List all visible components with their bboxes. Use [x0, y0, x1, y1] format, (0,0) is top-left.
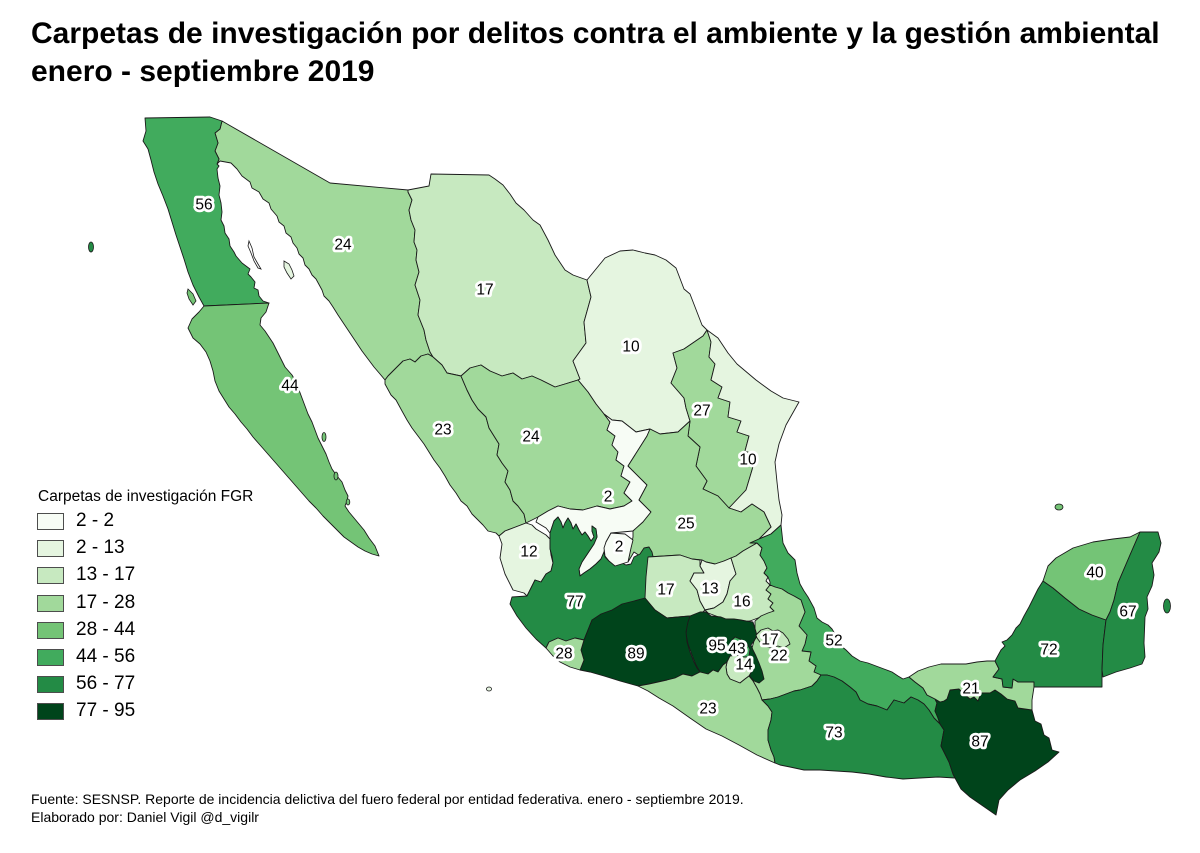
svg-text:17: 17 — [476, 282, 493, 299]
svg-text:24: 24 — [334, 237, 352, 254]
svg-text:23: 23 — [434, 422, 451, 439]
svg-text:10: 10 — [739, 452, 757, 469]
svg-text:28: 28 — [555, 646, 572, 663]
svg-text:16: 16 — [733, 594, 750, 611]
svg-text:89: 89 — [627, 646, 644, 663]
svg-text:95: 95 — [708, 638, 725, 655]
svg-text:17: 17 — [657, 582, 674, 599]
svg-text:44: 44 — [281, 378, 299, 395]
svg-text:72: 72 — [1040, 642, 1057, 659]
svg-text:10: 10 — [739, 452, 757, 469]
svg-text:25: 25 — [677, 516, 694, 533]
svg-text:24: 24 — [522, 429, 540, 446]
svg-text:27: 27 — [693, 403, 710, 420]
svg-text:17: 17 — [476, 282, 493, 299]
svg-text:72: 72 — [1040, 642, 1057, 659]
svg-text:21: 21 — [962, 681, 979, 698]
svg-text:10: 10 — [622, 339, 640, 356]
svg-text:22: 22 — [770, 648, 787, 665]
svg-text:2: 2 — [604, 489, 613, 506]
svg-text:2: 2 — [615, 539, 624, 556]
svg-text:67: 67 — [1119, 604, 1136, 621]
svg-text:17: 17 — [657, 582, 674, 599]
svg-text:23: 23 — [434, 422, 451, 439]
svg-text:40: 40 — [1086, 565, 1104, 582]
svg-text:73: 73 — [825, 725, 842, 742]
svg-text:13: 13 — [701, 581, 718, 598]
svg-text:24: 24 — [334, 237, 352, 254]
svg-text:52: 52 — [825, 633, 842, 650]
svg-text:10: 10 — [622, 339, 640, 356]
svg-text:14: 14 — [735, 657, 753, 674]
svg-text:43: 43 — [728, 641, 745, 658]
svg-text:12: 12 — [520, 544, 537, 561]
svg-text:40: 40 — [1086, 565, 1104, 582]
svg-text:23: 23 — [699, 701, 716, 718]
svg-text:56: 56 — [195, 197, 212, 214]
svg-text:73: 73 — [825, 725, 842, 742]
svg-text:23: 23 — [699, 701, 716, 718]
svg-text:22: 22 — [770, 648, 787, 665]
svg-text:2: 2 — [604, 489, 613, 506]
svg-text:67: 67 — [1119, 604, 1136, 621]
svg-text:95: 95 — [708, 638, 725, 655]
svg-text:25: 25 — [677, 516, 694, 533]
svg-text:87: 87 — [971, 734, 988, 751]
svg-text:43: 43 — [728, 641, 745, 658]
svg-text:77: 77 — [566, 594, 583, 611]
svg-text:17: 17 — [761, 632, 778, 649]
svg-text:27: 27 — [693, 403, 710, 420]
svg-text:16: 16 — [733, 594, 750, 611]
svg-text:14: 14 — [735, 657, 753, 674]
svg-text:21: 21 — [962, 681, 979, 698]
svg-text:44: 44 — [281, 378, 299, 395]
svg-text:89: 89 — [627, 646, 644, 663]
svg-text:28: 28 — [555, 646, 572, 663]
svg-text:12: 12 — [520, 544, 537, 561]
svg-text:13: 13 — [701, 581, 718, 598]
svg-text:24: 24 — [522, 429, 540, 446]
svg-text:2: 2 — [615, 539, 624, 556]
svg-text:52: 52 — [825, 633, 842, 650]
svg-text:87: 87 — [971, 734, 988, 751]
svg-text:56: 56 — [195, 197, 212, 214]
svg-text:77: 77 — [566, 594, 583, 611]
svg-text:17: 17 — [761, 632, 778, 649]
